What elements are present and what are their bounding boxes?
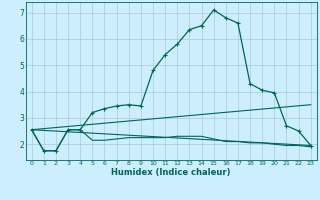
X-axis label: Humidex (Indice chaleur): Humidex (Indice chaleur)	[111, 168, 231, 177]
